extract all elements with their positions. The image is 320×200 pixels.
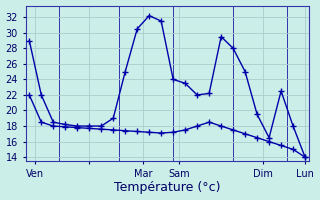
X-axis label: Température (°c): Température (°c) (114, 181, 220, 194)
